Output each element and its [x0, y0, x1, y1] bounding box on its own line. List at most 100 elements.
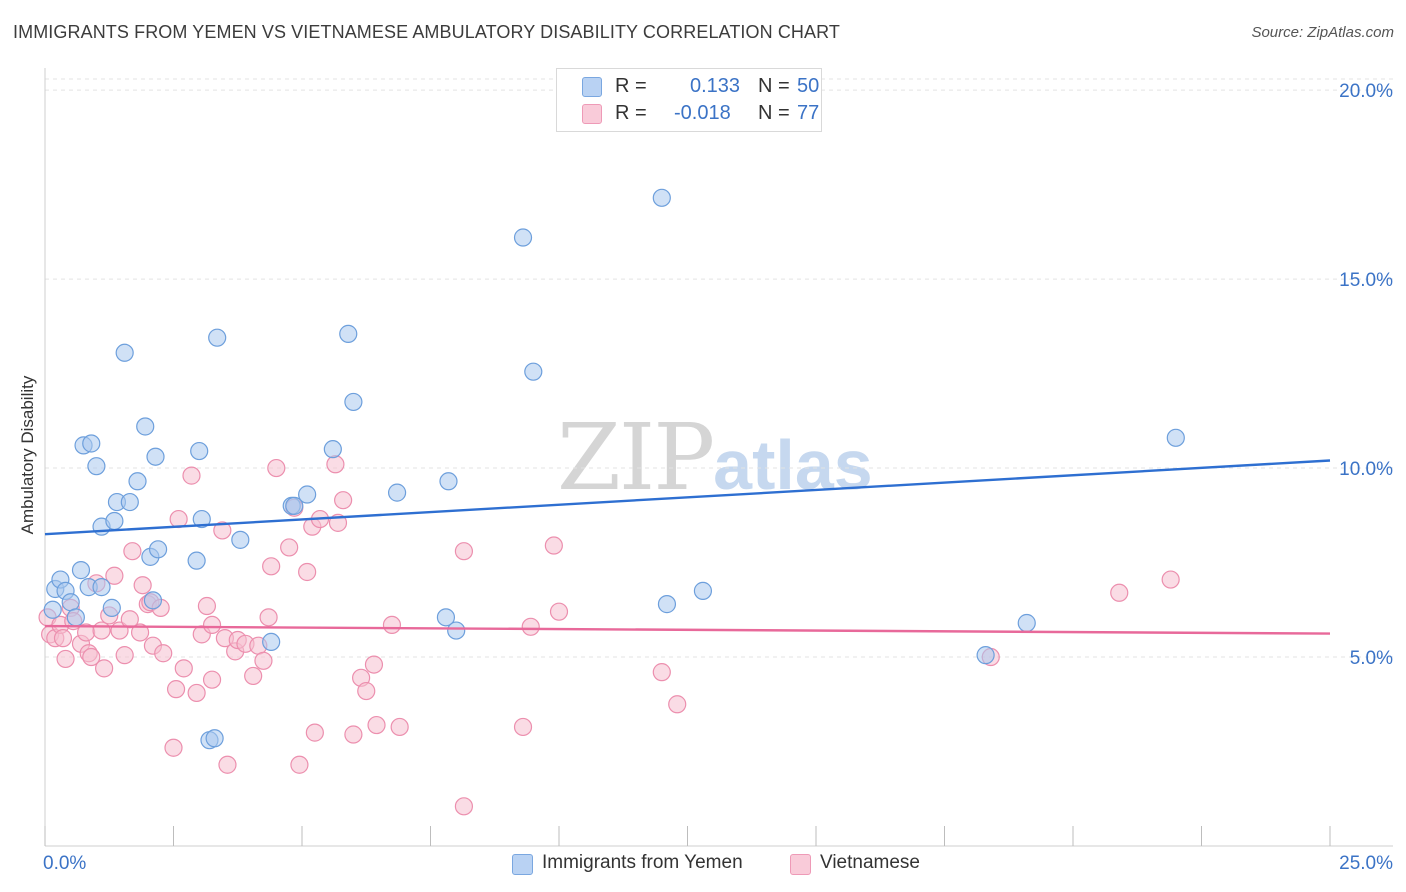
vietnamese-point [254, 651, 273, 670]
vietnamese-point [187, 683, 206, 703]
yemen-point [120, 492, 139, 512]
yemen-point [146, 447, 165, 466]
yemen-point [339, 324, 358, 343]
legend-swatch-vietnamese [790, 854, 811, 875]
yemen-point [513, 228, 533, 247]
yemen-point [66, 608, 85, 627]
yemen-point [976, 646, 995, 665]
yemen-point [192, 509, 211, 529]
axes [44, 68, 1393, 847]
vietnamese-point [1110, 583, 1129, 602]
yemen-point [105, 511, 124, 531]
yemen-point [208, 328, 227, 347]
y-tick-label: 15.0% [1339, 270, 1393, 291]
vietnamese-point [164, 738, 183, 757]
yemen-point [136, 417, 155, 436]
vietnamese-point [262, 557, 281, 576]
vietnamese-point [364, 655, 384, 674]
yemen-point [524, 362, 543, 381]
vietnamese-point [133, 576, 152, 595]
x-tick-label-max: 25.0% [1339, 853, 1393, 874]
legend-swatch-yemen [512, 854, 533, 875]
vietnamese-point [213, 521, 232, 540]
yemen-trend-line [44, 459, 1331, 536]
vietnamese-point [326, 455, 345, 474]
vietnamese-point [390, 717, 409, 737]
vietnamese-point [82, 647, 101, 667]
y-tick-label: 10.0% [1339, 459, 1393, 480]
yemen-point [87, 457, 106, 476]
yemen-point [128, 472, 147, 491]
yemen-point [115, 343, 134, 362]
vietnamese-point [115, 646, 134, 665]
vietnamese-point [549, 602, 569, 621]
yemen-point [61, 593, 80, 612]
legend-r-value-vietnamese: -0.018 [674, 102, 731, 124]
vietnamese-point [298, 562, 317, 582]
vietnamese-points [38, 455, 1180, 816]
vietnamese-point [513, 717, 533, 737]
legend-swatch-yemen [582, 77, 602, 97]
legend-swatch-vietnamese [582, 104, 602, 124]
yemen-point [92, 578, 111, 597]
legend-r-label: R = [615, 102, 647, 124]
yemen-point [298, 485, 317, 504]
legend-r-label: R = [615, 75, 647, 97]
legend-n-label: N = [758, 75, 790, 97]
yemen-point [323, 440, 342, 459]
yemen-point [657, 595, 677, 614]
yemen-point [102, 598, 121, 617]
yemen-point [387, 483, 407, 502]
legend-n-value-vietnamese: 77 [797, 102, 820, 124]
yemen-point [439, 472, 458, 491]
y-tick-label: 5.0% [1350, 648, 1393, 669]
yemen-point [652, 188, 671, 207]
yemen-point [143, 591, 163, 610]
vietnamese-point [454, 797, 474, 816]
legend-r-value-yemen: 0.133 [690, 75, 741, 97]
vietnamese-point [652, 663, 671, 682]
vietnamese-point [357, 681, 376, 701]
yemen-points [43, 188, 1185, 750]
y-tick-label: 20.0% [1339, 81, 1393, 102]
stats-legend: R = 0.133 N = 50 R = -0.018 N = 77 [556, 68, 822, 132]
grid-lines [45, 78, 1393, 658]
yemen-point [1017, 613, 1036, 633]
chart-title: IMMIGRANTS FROM YEMEN VS VIETNAMESE AMBU… [13, 22, 840, 42]
yemen-point [148, 540, 168, 559]
vietnamese-point [95, 659, 114, 678]
vietnamese-point [290, 755, 309, 774]
trend-lines [44, 459, 1331, 635]
vietnamese-point [521, 617, 540, 636]
yemen-point [693, 581, 713, 600]
vietnamese-point [92, 621, 111, 640]
legend-label-yemen: Immigrants from Yemen [542, 852, 743, 873]
vietnamese-trend-line [44, 624, 1331, 635]
vietnamese-point [1161, 570, 1180, 589]
vietnamese-point [244, 666, 263, 686]
yemen-point [285, 496, 304, 515]
vietnamese-point [105, 566, 124, 585]
vietnamese-point [166, 680, 186, 699]
legend-label-vietnamese: Vietnamese [820, 852, 920, 873]
yemen-point [231, 530, 250, 549]
vietnamese-point [267, 458, 286, 478]
vietnamese-point [154, 644, 173, 663]
vietnamese-point [382, 615, 402, 635]
yemen-point [344, 392, 363, 412]
yemen-point [71, 561, 91, 580]
yemen-point [262, 632, 281, 652]
x-tick-label-min: 0.0% [43, 853, 86, 874]
vietnamese-point [544, 536, 563, 555]
vietnamese-point [197, 596, 217, 616]
vietnamese-point [56, 649, 75, 669]
vietnamese-point [280, 538, 299, 557]
vietnamese-point [344, 725, 363, 744]
vietnamese-point [174, 659, 193, 678]
vietnamese-point [53, 629, 73, 648]
legend-n-value-yemen: 50 [797, 75, 820, 97]
yemen-point [190, 441, 209, 461]
source-credit: Source: ZipAtlas.com [1251, 24, 1394, 41]
vietnamese-point [123, 542, 142, 561]
vietnamese-point [202, 615, 222, 635]
